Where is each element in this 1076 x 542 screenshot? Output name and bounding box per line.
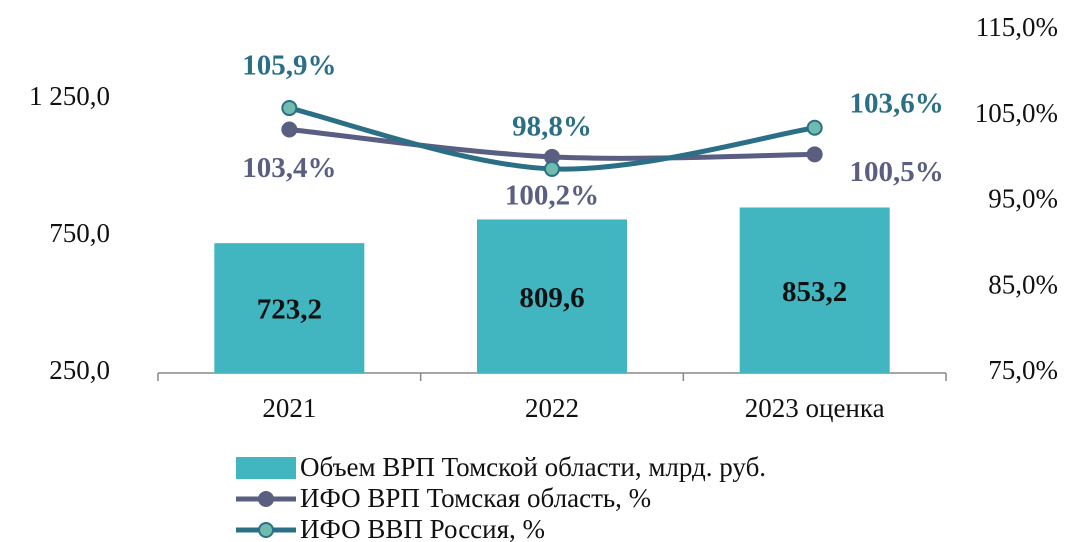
data-label: 103,4%	[242, 152, 336, 184]
bar	[214, 243, 365, 373]
legend-label: Объем ВРП Томской области, млрд. руб.	[300, 452, 766, 482]
y-tick-label: 250,0	[49, 355, 110, 385]
data-label: 853,2	[782, 276, 847, 308]
data-label: 100,5%	[850, 156, 944, 188]
y2-tick-label: 85,0%	[988, 269, 1058, 299]
bar	[477, 219, 627, 373]
marker	[281, 121, 298, 138]
y-tick-label: 1 250,0	[29, 81, 110, 111]
y2-tick-label: 75,0%	[988, 355, 1058, 385]
x-tick-label: 2023 оценка	[745, 393, 885, 423]
data-label: 723,2	[257, 294, 322, 326]
marker	[806, 146, 823, 163]
data-label: 809,6	[519, 282, 584, 314]
data-label: 100,2%	[505, 180, 599, 212]
legend-label: ИФО ВВП Россия, %	[300, 514, 545, 542]
legend-label: ИФО ВРП Томская область, %	[300, 483, 651, 513]
x-tick-label: 2021	[262, 393, 316, 423]
marker	[544, 160, 560, 177]
marker	[806, 119, 823, 136]
bar	[739, 207, 890, 373]
x-tick-label: 2022	[525, 393, 579, 423]
y2-tick-label: 105,0%	[975, 98, 1058, 128]
data-label: 103,6%	[850, 87, 944, 119]
legend-marker	[258, 522, 274, 538]
data-label: 98,8%	[512, 111, 592, 143]
data-label: 105,9%	[242, 50, 336, 82]
legend-swatch	[236, 457, 296, 479]
y-tick-label: 750,0	[49, 218, 110, 248]
marker	[281, 100, 298, 117]
y2-tick-label: 95,0%	[988, 184, 1058, 214]
legend-marker	[258, 491, 274, 507]
y2-tick-label: 115,0%	[976, 12, 1058, 42]
